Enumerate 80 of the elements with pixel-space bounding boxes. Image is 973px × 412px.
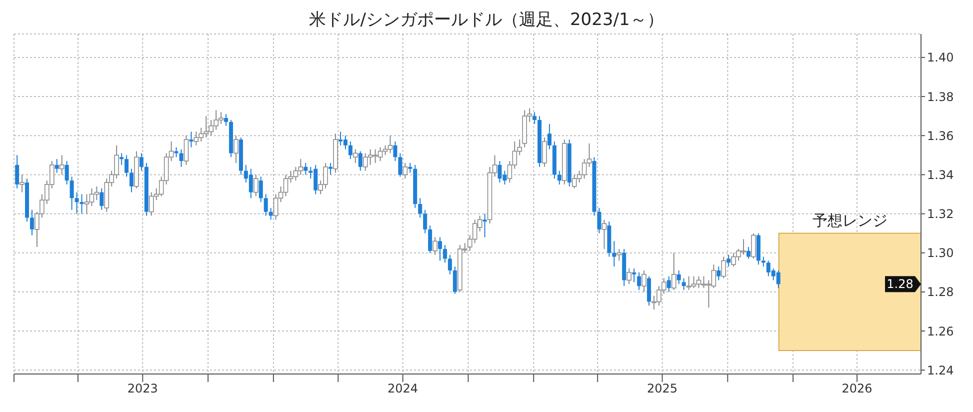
y-tick-label: 1.34	[927, 168, 954, 182]
candlestick	[612, 240, 616, 268]
candlestick	[328, 162, 333, 176]
candlestick	[616, 248, 622, 262]
candlestick	[438, 236, 442, 262]
candlestick	[398, 152, 402, 178]
candlestick	[408, 162, 412, 174]
y-tick-label: 1.32	[927, 207, 954, 222]
candlestick	[432, 236, 438, 256]
candlestick	[234, 135, 238, 164]
candlestick	[751, 232, 756, 260]
candlestick	[54, 158, 59, 174]
y-tick-label: 1.36	[927, 128, 954, 143]
x-tick-label: 2026	[842, 382, 872, 396]
candlestick	[602, 219, 607, 250]
candlestick	[264, 194, 268, 216]
candlestick	[542, 137, 547, 168]
candlestick	[428, 224, 432, 254]
x-tick-label: 2025	[646, 382, 678, 396]
candlestick	[224, 114, 228, 126]
candlestick	[682, 278, 686, 290]
band-label: 予想レンジ	[812, 211, 888, 230]
candlestick	[20, 174, 24, 193]
y-tick-label: 1.26	[927, 324, 954, 338]
candlestick	[189, 131, 194, 148]
candlestick	[676, 270, 681, 285]
y-tick-label: 1.38	[927, 90, 954, 104]
candlestick	[452, 266, 457, 294]
candlestick	[418, 198, 422, 218]
candlestick	[597, 207, 602, 234]
candlestick	[637, 272, 642, 290]
candlestick	[59, 154, 64, 176]
candlestick	[348, 140, 352, 160]
candlestick	[353, 148, 358, 164]
candlestick	[721, 256, 726, 279]
candlestick	[304, 162, 308, 176]
candlestick	[174, 146, 178, 158]
candlestick	[64, 160, 69, 185]
candlestick	[30, 209, 34, 236]
candlestick	[74, 192, 79, 214]
candlestick	[646, 276, 651, 306]
candlestick	[442, 244, 447, 264]
candlestick	[258, 176, 263, 203]
y-tick-label: 1.40	[927, 50, 954, 65]
candlestick	[671, 252, 676, 290]
candlestick	[666, 276, 671, 292]
annotation: 1.28	[886, 277, 914, 292]
candlestick	[184, 135, 189, 166]
candlestick	[746, 246, 750, 260]
candlestick	[70, 176, 74, 210]
chart-title: 米ドル/シンガポールドル（週足、2023/1～）	[308, 9, 665, 31]
candlestick	[642, 270, 646, 292]
candlestick	[393, 140, 398, 162]
candlestick	[557, 170, 562, 185]
candlestick	[482, 213, 487, 238]
candlestick	[179, 148, 184, 168]
candlestick	[130, 168, 134, 193]
candlestick	[448, 254, 452, 275]
candlestick	[402, 162, 408, 180]
y-tick-label: 1.30	[927, 246, 954, 260]
candlestick	[761, 256, 766, 268]
candlestick	[358, 150, 362, 172]
candlestick	[632, 268, 636, 283]
candlestick	[716, 266, 721, 281]
candlestick	[547, 123, 552, 150]
candlestick	[139, 152, 144, 172]
y-tick-label: 1.28	[927, 285, 954, 300]
y-tick-label: 1.24	[927, 363, 954, 378]
candlestick	[626, 268, 632, 285]
candlestick	[254, 174, 258, 197]
candlestick	[124, 154, 129, 178]
candlestick	[726, 254, 731, 268]
candlestick	[100, 188, 104, 210]
candlestick	[80, 194, 84, 214]
candlestick	[423, 209, 428, 234]
candlestick	[532, 112, 537, 124]
candlestick	[15, 154, 20, 189]
x-tick-label: 2024	[388, 382, 418, 396]
x-tick-label: 2023	[127, 382, 158, 396]
candlestick	[120, 152, 124, 166]
